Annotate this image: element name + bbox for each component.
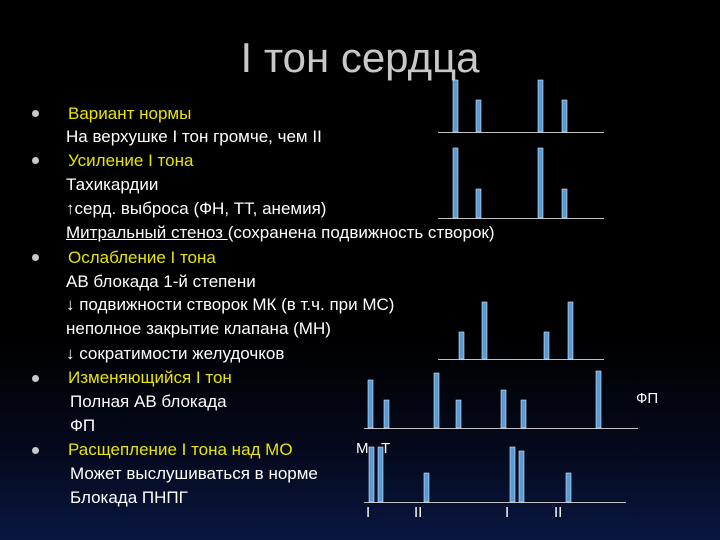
sound-bar-rasshcheplenie (377, 446, 384, 503)
sound-bar-izmenyayushiysya (367, 379, 374, 429)
sound-bar-norma (452, 79, 459, 133)
sound-bar-usilenie (475, 188, 482, 219)
label-tone-1: I (505, 504, 510, 521)
sound-bar-oslablenie (543, 331, 550, 360)
text-line-mitral-stenosis: Митральный стеноз (сохранена подвижность… (66, 223, 495, 243)
sound-bar-izmenyayushiysya (520, 399, 527, 429)
sound-bar-rasshcheplenie (423, 472, 430, 503)
sound-bar-izmenyayushiysya (433, 372, 440, 429)
sound-bar-izmenyayushiysya (595, 370, 602, 429)
text-line: ↓ подвижности створок МК (в т.ч. при МС) (66, 295, 395, 314)
text-line: Может выслушиваться в норме (70, 464, 318, 483)
sound-bar-norma (537, 79, 544, 133)
heading-rasshcheplenie: Расщепление I тона над МО (68, 440, 293, 459)
label-tone-1: I (366, 504, 371, 521)
text-line: ↓ сократимости желудочков (66, 344, 285, 363)
text-line: Блокада ПНПГ (70, 488, 188, 507)
bullet-dot (32, 110, 39, 117)
text-line: ↑серд. выброса (ФН, ТТ, анемия) (66, 199, 327, 218)
text-line: АВ блокада 1-й степени (66, 272, 256, 291)
bullet-dot (32, 375, 39, 382)
text-line: Тахикардии (66, 175, 159, 194)
sound-bar-rasshcheplenie (565, 472, 572, 503)
slide-title: I тон сердца (240, 34, 480, 81)
heading-usilenie: Усиление I тона (68, 151, 194, 170)
sound-bar-oslablenie (458, 331, 465, 360)
heading-variant-normy: Вариант нормы (68, 104, 192, 123)
bullet-dot (32, 157, 39, 164)
sound-bar-usilenie (537, 147, 544, 219)
label-tone-2: II (554, 504, 563, 521)
heading-izmenyayushiysya: Изменяющийся I тон (68, 368, 232, 387)
text-line: неполное закрытие клапана (МН) (66, 319, 331, 338)
heading-oslablenie: Ослабление I тона (68, 248, 216, 267)
bullet-dot (32, 254, 39, 261)
sound-bar-usilenie (452, 147, 459, 219)
label-fp: ФП (636, 390, 659, 407)
sound-bar-norma (561, 99, 568, 133)
sound-bar-rasshcheplenie (368, 446, 375, 503)
label-t: Т (381, 440, 391, 457)
sound-bar-usilenie (561, 188, 568, 219)
text-line: Полная АВ блокада (70, 392, 227, 411)
sound-bar-norma (475, 99, 482, 133)
label-tone-2: II (414, 504, 423, 521)
sound-bar-oslablenie (481, 301, 488, 360)
text-span: (сохранена подвижность створок) (227, 223, 495, 242)
sound-bar-rasshcheplenie (518, 450, 525, 503)
sound-bar-rasshcheplenie (509, 446, 516, 503)
text-line: ФП (70, 416, 96, 435)
sound-bar-izmenyayushiysya (500, 389, 507, 429)
bullet-dot (32, 447, 39, 454)
text-line: На верхушке I тон громче, чем II (66, 127, 322, 146)
sound-bar-izmenyayushiysya (383, 399, 390, 429)
sound-bar-izmenyayushiysya (455, 399, 462, 429)
underlined-text: Митральный стеноз (66, 223, 228, 242)
label-m: М (356, 440, 369, 457)
sound-bar-oslablenie (567, 301, 574, 360)
